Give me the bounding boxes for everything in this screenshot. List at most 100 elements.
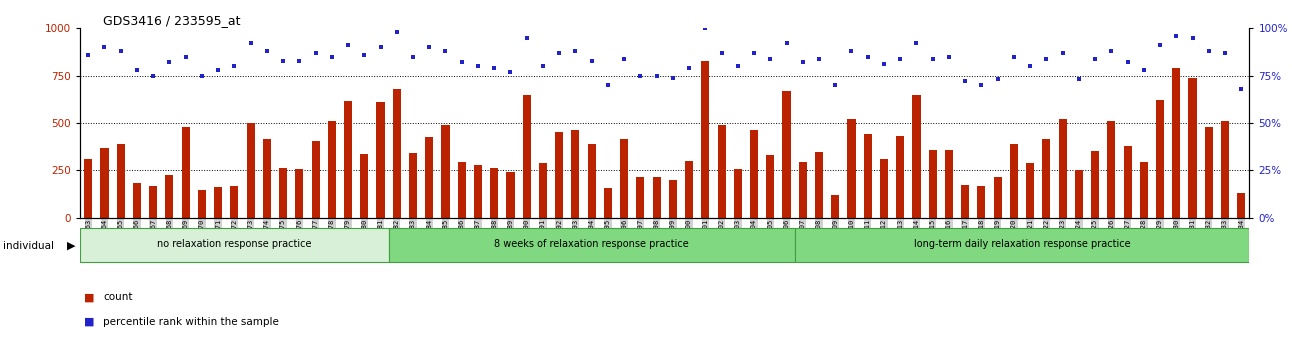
Point <box>841 48 862 54</box>
Bar <box>230 187 239 218</box>
Bar <box>588 144 596 218</box>
Text: ■: ■ <box>84 292 94 302</box>
Bar <box>214 187 222 218</box>
Bar <box>1238 193 1245 218</box>
Point <box>873 62 894 67</box>
Point <box>598 82 619 88</box>
Text: ■: ■ <box>84 317 94 327</box>
Bar <box>523 95 531 218</box>
Bar <box>360 154 368 218</box>
Point <box>517 35 537 41</box>
Bar <box>296 170 304 218</box>
Bar <box>637 177 645 218</box>
Bar <box>944 149 953 218</box>
Bar <box>831 195 840 218</box>
Point <box>581 58 602 63</box>
Point <box>858 54 879 59</box>
Bar <box>1090 152 1099 218</box>
Point <box>224 63 244 69</box>
Bar <box>490 169 499 218</box>
Bar <box>393 89 401 218</box>
Bar <box>442 125 450 218</box>
Bar <box>961 184 969 218</box>
Point <box>1118 59 1138 65</box>
Bar <box>1140 162 1147 218</box>
Bar <box>1010 144 1018 218</box>
Bar <box>457 162 466 218</box>
Point <box>240 41 261 46</box>
Point <box>906 41 926 46</box>
Point <box>972 82 992 88</box>
Point <box>127 67 147 73</box>
Text: percentile rank within the sample: percentile rank within the sample <box>103 317 279 327</box>
Bar <box>815 152 823 218</box>
Point <box>744 50 765 56</box>
Point <box>922 56 943 62</box>
Point <box>1214 50 1235 56</box>
Point <box>386 29 407 35</box>
Bar <box>994 177 1001 218</box>
Bar <box>1075 170 1083 218</box>
Bar <box>556 132 563 218</box>
Text: no relaxation response practice: no relaxation response practice <box>158 239 311 250</box>
Bar <box>328 121 336 218</box>
Bar <box>84 159 92 218</box>
Point <box>630 73 651 79</box>
Point <box>484 65 505 71</box>
Bar <box>571 130 580 218</box>
Point <box>938 54 959 59</box>
Point <box>565 48 585 54</box>
Bar <box>1107 121 1115 218</box>
Point <box>1231 86 1252 92</box>
Point <box>1133 67 1154 73</box>
FancyBboxPatch shape <box>80 228 389 262</box>
Text: individual: individual <box>3 241 53 251</box>
Bar <box>977 187 986 218</box>
Point <box>1019 63 1040 69</box>
Bar <box>669 180 677 218</box>
Point <box>809 56 829 62</box>
Point <box>727 63 748 69</box>
Point <box>1085 56 1106 62</box>
Point <box>663 75 683 80</box>
Point <box>322 54 342 59</box>
Bar <box>182 127 190 218</box>
Bar <box>863 135 872 218</box>
Point <box>371 45 391 50</box>
Point <box>289 58 310 63</box>
Bar <box>1204 127 1213 218</box>
Point <box>1052 50 1072 56</box>
Bar <box>1221 121 1229 218</box>
Bar <box>116 144 125 218</box>
Bar <box>766 155 774 218</box>
Point <box>273 58 293 63</box>
Point <box>760 56 780 62</box>
Point <box>451 59 472 65</box>
Bar <box>603 188 612 218</box>
Point <box>646 73 667 79</box>
Point <box>549 50 570 56</box>
Bar <box>344 101 353 218</box>
Bar <box>1043 139 1050 218</box>
Point <box>1036 56 1057 62</box>
Point <box>614 56 634 62</box>
Bar <box>149 185 158 218</box>
Text: count: count <box>103 292 133 302</box>
Point <box>824 82 845 88</box>
Point <box>208 67 229 73</box>
Point <box>110 48 130 54</box>
Point <box>305 50 326 56</box>
Bar <box>848 119 855 218</box>
Bar <box>912 95 920 218</box>
Point <box>776 41 797 46</box>
Point <box>176 54 196 59</box>
Point <box>955 79 975 84</box>
Point <box>337 42 358 48</box>
Bar <box>1189 78 1196 218</box>
Bar <box>1172 68 1181 218</box>
Point <box>78 52 98 58</box>
Point <box>191 73 212 79</box>
Point <box>1150 42 1171 48</box>
Bar <box>262 139 271 218</box>
Bar <box>165 175 173 218</box>
